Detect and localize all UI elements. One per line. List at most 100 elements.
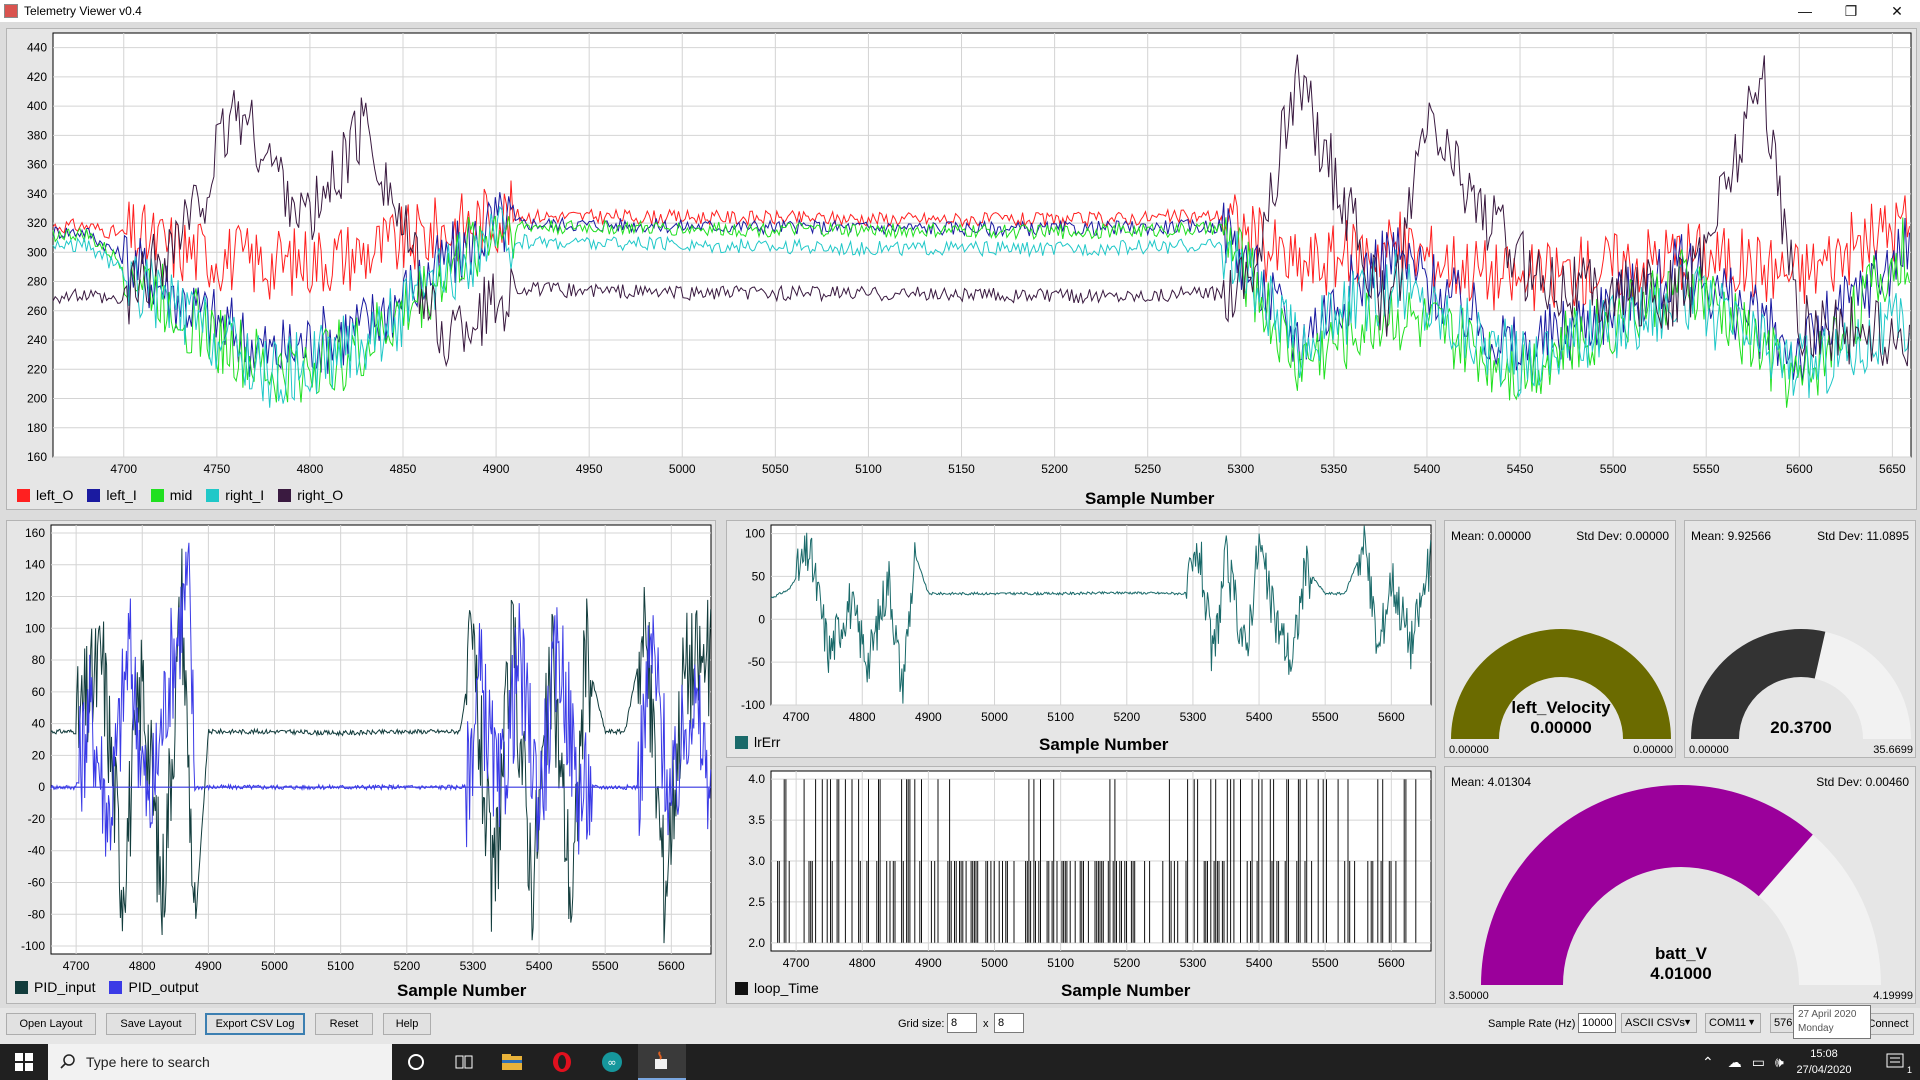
taskbar-search[interactable]: Type here to search — [48, 1044, 392, 1080]
y-tick-label: 100 — [745, 527, 765, 541]
clock-time: 15:08 — [1786, 1046, 1862, 1062]
x-tick-label: 4900 — [915, 956, 942, 970]
lrerr-chart[interactable]: 100 50 0 -50 -100 4700 4800 4900 5000 5100 5200 530… — [726, 520, 1436, 758]
legend-item[interactable]: left_I — [87, 487, 136, 503]
export-csv-button[interactable]: Export CSV Log — [205, 1013, 305, 1035]
legend-item[interactable]: right_I — [206, 487, 264, 503]
system-tray: ⌃ ☁ ▭ 🕪 — [1702, 1044, 1784, 1080]
x-tick-label: 5000 — [261, 959, 288, 973]
x-tick-label: 5550 — [1693, 462, 1720, 476]
sample-rate-input[interactable]: 10000 — [1578, 1013, 1616, 1033]
reset-button[interactable]: Reset — [315, 1013, 373, 1035]
grid-columns-input[interactable]: 8 — [947, 1013, 977, 1033]
minimize-button[interactable]: — — [1782, 0, 1828, 22]
packet-format-value: ASCII CSVs — [1625, 1017, 1685, 1029]
arduino-button[interactable]: ∞ — [588, 1044, 636, 1080]
x-tick-label: 4700 — [783, 710, 810, 724]
sample-rate-label: Sample Rate (Hz) — [1488, 1018, 1575, 1030]
legend-item[interactable]: PID_output — [109, 979, 198, 995]
folder-icon — [501, 1053, 523, 1071]
pid-chart[interactable]: 160 140 120 100 80 60 40 20 0 -20 -40 -60 -80 -100 470… — [6, 520, 716, 1004]
legend-item[interactable]: PID_input — [15, 979, 95, 995]
y-tick-label: -40 — [28, 844, 46, 858]
x-tick-label: 5500 — [1600, 462, 1627, 476]
y-tick-label: 3.0 — [748, 854, 765, 868]
dial-mean: Mean: 4.01304 — [1451, 775, 1531, 789]
start-button[interactable] — [0, 1044, 48, 1080]
x-tick-label: 5150 — [948, 462, 975, 476]
y-tick-label: 100 — [25, 621, 45, 635]
x-tick-label: 5300 — [460, 959, 487, 973]
legend-item[interactable]: lrErr — [735, 734, 780, 750]
x-axis-title: Sample Number — [397, 981, 526, 1001]
y-tick-label: -100 — [21, 939, 45, 953]
notification-icon — [1886, 1053, 1906, 1071]
y-tick-label: 220 — [27, 362, 47, 376]
x-tick-label: 5300 — [1180, 956, 1207, 970]
y-tick-label: 120 — [25, 590, 45, 604]
legend-label: lrErr — [754, 734, 780, 750]
dial-fill — [1481, 785, 1813, 985]
save-layout-button[interactable]: Save Layout — [106, 1013, 196, 1035]
x-tick-label: 5100 — [1047, 710, 1074, 724]
legend-swatch — [17, 489, 30, 502]
open-layout-button[interactable]: Open Layout — [6, 1013, 96, 1035]
y-tick-label: 300 — [27, 245, 47, 259]
chevron-up-icon[interactable]: ⌃ — [1702, 1054, 1714, 1071]
app-icon — [4, 4, 18, 18]
y-tick-label: -100 — [741, 698, 765, 712]
dial-name-label: batt_V — [1655, 944, 1708, 963]
x-tick-label: 4900 — [483, 462, 510, 476]
x-tick-label: 5500 — [1312, 710, 1339, 724]
restore-button[interactable]: ❐ — [1828, 0, 1874, 22]
left-velocity-dial[interactable]: Mean: 0.00000 Std Dev: 0.00000 0.00000 0.… — [1444, 520, 1676, 758]
legend-item[interactable]: mid — [151, 487, 193, 503]
x-tick-label: 5200 — [1113, 710, 1140, 724]
x-tick-label: 5000 — [981, 956, 1008, 970]
x-tick-label: 5200 — [393, 959, 420, 973]
file-explorer-button[interactable] — [488, 1044, 536, 1080]
x-tick-label: 4700 — [110, 462, 137, 476]
packet-format-select[interactable]: ASCII CSVs ▼ — [1621, 1013, 1697, 1033]
taskbar-clock[interactable]: 15:08 27/04/2020 — [1786, 1046, 1862, 1078]
dial-max-label: 4.19999 — [1873, 990, 1913, 1002]
x-tick-label: 5500 — [1312, 956, 1339, 970]
grid-rows-input[interactable]: 8 — [994, 1013, 1024, 1033]
y-tick-label: 200 — [27, 392, 47, 406]
java-icon — [652, 1050, 672, 1072]
opera-button[interactable] — [538, 1044, 586, 1080]
loop-time-chart[interactable]: 4.0 3.5 3.0 2.5 2.0 4700 4800 4900 5000 5100 5200 5… — [726, 766, 1436, 1004]
dial-min-label: 0.00000 — [1449, 744, 1489, 756]
legend-swatch — [87, 489, 100, 502]
value-dial[interactable]: Mean: 9.92566 Std Dev: 11.0895 0.00000 35… — [1684, 520, 1916, 758]
help-button[interactable]: Help — [383, 1013, 431, 1035]
java-app-button[interactable] — [638, 1044, 686, 1080]
x-tick-label: 5000 — [669, 462, 696, 476]
window-title: Telemetry Viewer v0.4 — [24, 4, 142, 18]
legend-item[interactable]: right_O — [278, 487, 343, 503]
notifications-button[interactable]: 1 — [1872, 1044, 1920, 1080]
x-axis-title: Sample Number — [1039, 735, 1168, 755]
legend-swatch — [15, 981, 28, 994]
legend-item[interactable]: loop_Time — [735, 980, 819, 996]
dial-mean: Mean: 0.00000 — [1451, 529, 1531, 543]
onedrive-icon[interactable]: ☁ — [1728, 1054, 1742, 1071]
dial-min-label: 3.50000 — [1449, 990, 1489, 1002]
x-tick-label: 5100 — [327, 959, 354, 973]
legend-swatch — [735, 736, 748, 749]
x-tick-label: 5400 — [1246, 710, 1273, 724]
network-icon[interactable]: ▭ — [1752, 1054, 1765, 1071]
battery-voltage-dial[interactable]: Mean: 4.01304 Std Dev: 0.00460 3.50000 4.… — [1444, 766, 1916, 1004]
y-tick-label: -50 — [748, 655, 766, 669]
port-select[interactable]: COM11 ▼ — [1705, 1013, 1761, 1033]
x-tick-label: 5300 — [1180, 710, 1207, 724]
line-sensors-chart[interactable]: 440 420 400 380 360 340 320 300 280 260 240 220 200 1… — [6, 28, 1917, 510]
cortana-button[interactable] — [392, 1044, 440, 1080]
x-tick-label: 4700 — [783, 956, 810, 970]
x-tick-label: 4950 — [576, 462, 603, 476]
volume-icon[interactable]: 🕪 — [1775, 1054, 1784, 1071]
close-button[interactable]: ✕ — [1874, 0, 1920, 22]
notification-count: 1 — [1907, 1065, 1912, 1075]
task-view-button[interactable] — [440, 1044, 488, 1080]
legend-item[interactable]: left_O — [17, 487, 73, 503]
